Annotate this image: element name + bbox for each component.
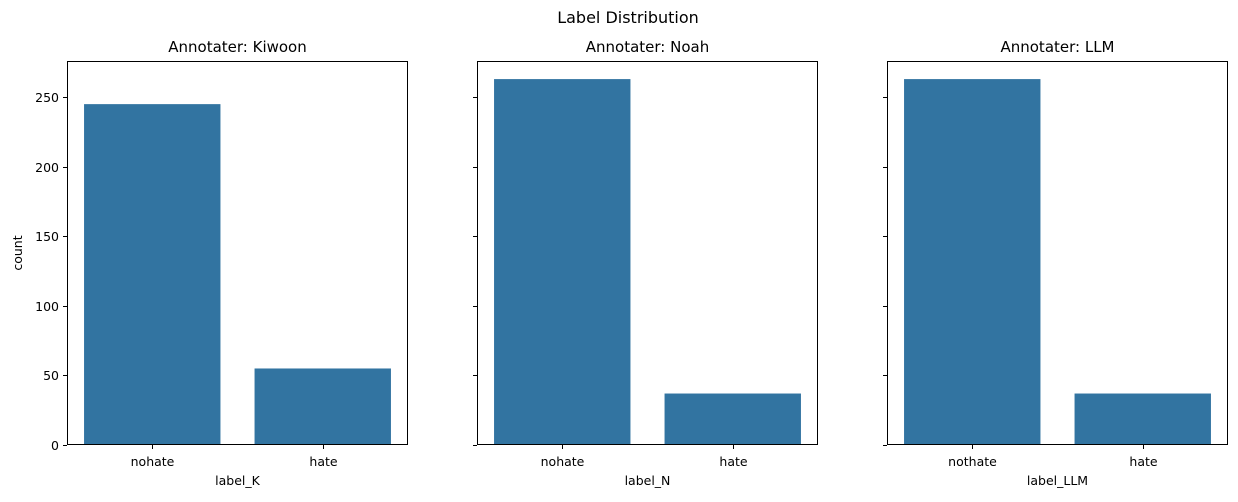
bar-nothate	[904, 79, 1041, 445]
subplot-title: Annotater: Noah	[586, 38, 709, 56]
figure-suptitle: Label Distribution	[557, 8, 699, 27]
x-axis-label: label_N	[625, 473, 671, 488]
axes-frame	[477, 61, 818, 445]
x-tick-label: hate	[309, 454, 337, 469]
subplot-title: Annotater: LLM	[1000, 38, 1114, 56]
x-tick-label: hate	[719, 454, 747, 469]
subplot-2: nohate hate Annotater: Noah label_N	[473, 38, 818, 488]
x-tick-label: nothate	[948, 454, 997, 469]
x-tick-label: nohate	[541, 454, 585, 469]
x-tick-label: nohate	[131, 454, 175, 469]
x-tick-label: hate	[1129, 454, 1157, 469]
axes-frame	[887, 61, 1228, 445]
y-tick-label: 150	[35, 229, 59, 244]
subplot-3: nothate hate Annotater: LLM label_LLM	[883, 38, 1228, 488]
y-tick-label: 0	[51, 438, 59, 453]
subplot-1: 0 50 100 150 200 250 nohate hate Annotater: Kiwo…	[10, 38, 408, 488]
y-tick-label: 50	[43, 368, 59, 383]
y-axis-label: count	[10, 235, 25, 270]
bar-nohate	[494, 79, 631, 445]
axes-frame	[67, 61, 408, 445]
y-tick-label: 250	[35, 90, 59, 105]
bar-hate	[254, 368, 391, 445]
subplot-title: Annotater: Kiwoon	[168, 38, 307, 56]
x-axis-label: label_LLM	[1027, 473, 1088, 488]
y-tick-label: 100	[35, 299, 59, 314]
bar-nohate	[84, 104, 221, 445]
y-tick-label: 200	[35, 160, 59, 175]
bar-hate	[664, 393, 801, 445]
x-axis-label: label_K	[215, 473, 260, 488]
bar-hate	[1074, 393, 1211, 445]
